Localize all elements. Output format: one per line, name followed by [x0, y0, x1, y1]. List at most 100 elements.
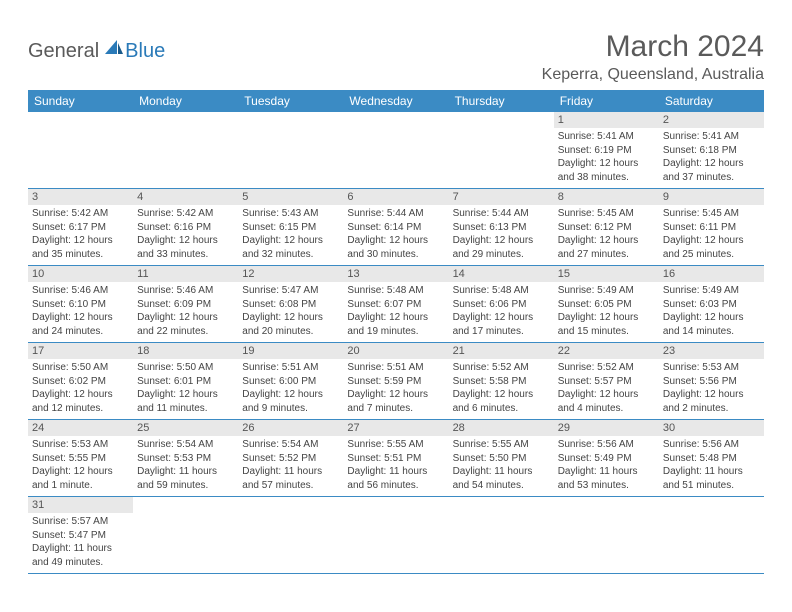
day-content: Sunrise: 5:55 AMSunset: 5:50 PMDaylight:… — [449, 436, 554, 496]
day-number: 11 — [133, 266, 238, 282]
day-number: 30 — [659, 420, 764, 436]
week-row: 3Sunrise: 5:42 AMSunset: 6:17 PMDaylight… — [28, 189, 764, 266]
day-content: Sunrise: 5:49 AMSunset: 6:03 PMDaylight:… — [659, 282, 764, 342]
day-content: Sunrise: 5:57 AMSunset: 5:47 PMDaylight:… — [28, 513, 133, 573]
empty-cell — [659, 497, 764, 574]
day-cell: 4Sunrise: 5:42 AMSunset: 6:16 PMDaylight… — [133, 189, 238, 266]
day-cell: 28Sunrise: 5:55 AMSunset: 5:50 PMDayligh… — [449, 420, 554, 497]
page-title: March 2024 — [542, 30, 764, 64]
day-cell: 3Sunrise: 5:42 AMSunset: 6:17 PMDaylight… — [28, 189, 133, 266]
title-block: March 2024 Keperra, Queensland, Australi… — [542, 30, 764, 84]
day-content: Sunrise: 5:51 AMSunset: 6:00 PMDaylight:… — [238, 359, 343, 419]
calendar-table: SundayMondayTuesdayWednesdayThursdayFrid… — [28, 90, 764, 574]
day-number: 19 — [238, 343, 343, 359]
day-cell: 24Sunrise: 5:53 AMSunset: 5:55 PMDayligh… — [28, 420, 133, 497]
empty-cell — [133, 112, 238, 189]
day-content: Sunrise: 5:53 AMSunset: 5:55 PMDaylight:… — [28, 436, 133, 496]
day-cell: 17Sunrise: 5:50 AMSunset: 6:02 PMDayligh… — [28, 343, 133, 420]
day-content: Sunrise: 5:51 AMSunset: 5:59 PMDaylight:… — [343, 359, 448, 419]
day-content: Sunrise: 5:44 AMSunset: 6:13 PMDaylight:… — [449, 205, 554, 265]
day-content: Sunrise: 5:46 AMSunset: 6:10 PMDaylight:… — [28, 282, 133, 342]
day-cell: 26Sunrise: 5:54 AMSunset: 5:52 PMDayligh… — [238, 420, 343, 497]
day-number: 22 — [554, 343, 659, 359]
day-content: Sunrise: 5:41 AMSunset: 6:19 PMDaylight:… — [554, 128, 659, 188]
day-content: Sunrise: 5:56 AMSunset: 5:49 PMDaylight:… — [554, 436, 659, 496]
calendar-body: 1Sunrise: 5:41 AMSunset: 6:19 PMDaylight… — [28, 112, 764, 574]
day-number: 1 — [554, 112, 659, 128]
day-cell: 29Sunrise: 5:56 AMSunset: 5:49 PMDayligh… — [554, 420, 659, 497]
weekday-header-row: SundayMondayTuesdayWednesdayThursdayFrid… — [28, 90, 764, 112]
day-cell: 22Sunrise: 5:52 AMSunset: 5:57 PMDayligh… — [554, 343, 659, 420]
day-cell: 23Sunrise: 5:53 AMSunset: 5:56 PMDayligh… — [659, 343, 764, 420]
day-cell: 1Sunrise: 5:41 AMSunset: 6:19 PMDaylight… — [554, 112, 659, 189]
day-cell: 5Sunrise: 5:43 AMSunset: 6:15 PMDaylight… — [238, 189, 343, 266]
day-number: 28 — [449, 420, 554, 436]
day-content: Sunrise: 5:42 AMSunset: 6:16 PMDaylight:… — [133, 205, 238, 265]
day-content: Sunrise: 5:50 AMSunset: 6:02 PMDaylight:… — [28, 359, 133, 419]
day-content: Sunrise: 5:49 AMSunset: 6:05 PMDaylight:… — [554, 282, 659, 342]
day-cell: 8Sunrise: 5:45 AMSunset: 6:12 PMDaylight… — [554, 189, 659, 266]
day-number: 17 — [28, 343, 133, 359]
empty-cell — [343, 112, 448, 189]
empty-cell — [238, 497, 343, 574]
day-content: Sunrise: 5:45 AMSunset: 6:12 PMDaylight:… — [554, 205, 659, 265]
day-content: Sunrise: 5:54 AMSunset: 5:52 PMDaylight:… — [238, 436, 343, 496]
week-row: 10Sunrise: 5:46 AMSunset: 6:10 PMDayligh… — [28, 266, 764, 343]
day-number: 20 — [343, 343, 448, 359]
weekday-header: Sunday — [28, 90, 133, 112]
day-content: Sunrise: 5:53 AMSunset: 5:56 PMDaylight:… — [659, 359, 764, 419]
day-cell: 16Sunrise: 5:49 AMSunset: 6:03 PMDayligh… — [659, 266, 764, 343]
day-content: Sunrise: 5:50 AMSunset: 6:01 PMDaylight:… — [133, 359, 238, 419]
week-row: 1Sunrise: 5:41 AMSunset: 6:19 PMDaylight… — [28, 112, 764, 189]
day-cell: 18Sunrise: 5:50 AMSunset: 6:01 PMDayligh… — [133, 343, 238, 420]
weekday-header: Monday — [133, 90, 238, 112]
week-row: 31Sunrise: 5:57 AMSunset: 5:47 PMDayligh… — [28, 497, 764, 574]
day-cell: 25Sunrise: 5:54 AMSunset: 5:53 PMDayligh… — [133, 420, 238, 497]
day-cell: 9Sunrise: 5:45 AMSunset: 6:11 PMDaylight… — [659, 189, 764, 266]
day-content: Sunrise: 5:52 AMSunset: 5:58 PMDaylight:… — [449, 359, 554, 419]
day-cell: 2Sunrise: 5:41 AMSunset: 6:18 PMDaylight… — [659, 112, 764, 189]
day-number: 27 — [343, 420, 448, 436]
day-cell: 15Sunrise: 5:49 AMSunset: 6:05 PMDayligh… — [554, 266, 659, 343]
day-number: 16 — [659, 266, 764, 282]
day-content: Sunrise: 5:44 AMSunset: 6:14 PMDaylight:… — [343, 205, 448, 265]
empty-cell — [343, 497, 448, 574]
location-text: Keperra, Queensland, Australia — [542, 66, 764, 84]
weekday-header: Tuesday — [238, 90, 343, 112]
logo-text-general: General — [28, 40, 99, 63]
logo: General Blue — [28, 38, 165, 64]
week-row: 24Sunrise: 5:53 AMSunset: 5:55 PMDayligh… — [28, 420, 764, 497]
day-content: Sunrise: 5:55 AMSunset: 5:51 PMDaylight:… — [343, 436, 448, 496]
day-content: Sunrise: 5:48 AMSunset: 6:07 PMDaylight:… — [343, 282, 448, 342]
day-number: 8 — [554, 189, 659, 205]
day-content: Sunrise: 5:42 AMSunset: 6:17 PMDaylight:… — [28, 205, 133, 265]
logo-text-blue: Blue — [125, 40, 165, 63]
day-content: Sunrise: 5:52 AMSunset: 5:57 PMDaylight:… — [554, 359, 659, 419]
day-number: 3 — [28, 189, 133, 205]
weekday-header: Wednesday — [343, 90, 448, 112]
day-cell: 30Sunrise: 5:56 AMSunset: 5:48 PMDayligh… — [659, 420, 764, 497]
day-content: Sunrise: 5:56 AMSunset: 5:48 PMDaylight:… — [659, 436, 764, 496]
empty-cell — [133, 497, 238, 574]
weekday-header: Thursday — [449, 90, 554, 112]
day-content: Sunrise: 5:45 AMSunset: 6:11 PMDaylight:… — [659, 205, 764, 265]
day-content: Sunrise: 5:48 AMSunset: 6:06 PMDaylight:… — [449, 282, 554, 342]
day-number: 4 — [133, 189, 238, 205]
day-cell: 21Sunrise: 5:52 AMSunset: 5:58 PMDayligh… — [449, 343, 554, 420]
day-number: 9 — [659, 189, 764, 205]
day-cell: 14Sunrise: 5:48 AMSunset: 6:06 PMDayligh… — [449, 266, 554, 343]
day-cell: 27Sunrise: 5:55 AMSunset: 5:51 PMDayligh… — [343, 420, 448, 497]
day-content: Sunrise: 5:47 AMSunset: 6:08 PMDaylight:… — [238, 282, 343, 342]
day-number: 29 — [554, 420, 659, 436]
day-number: 2 — [659, 112, 764, 128]
day-number: 21 — [449, 343, 554, 359]
day-number: 26 — [238, 420, 343, 436]
logo-sail-icon — [103, 38, 125, 56]
weekday-header: Friday — [554, 90, 659, 112]
day-number: 31 — [28, 497, 133, 513]
day-cell: 13Sunrise: 5:48 AMSunset: 6:07 PMDayligh… — [343, 266, 448, 343]
day-content: Sunrise: 5:46 AMSunset: 6:09 PMDaylight:… — [133, 282, 238, 342]
day-number: 24 — [28, 420, 133, 436]
header: General Blue March 2024 Keperra, Queensl… — [28, 30, 764, 84]
day-number: 15 — [554, 266, 659, 282]
